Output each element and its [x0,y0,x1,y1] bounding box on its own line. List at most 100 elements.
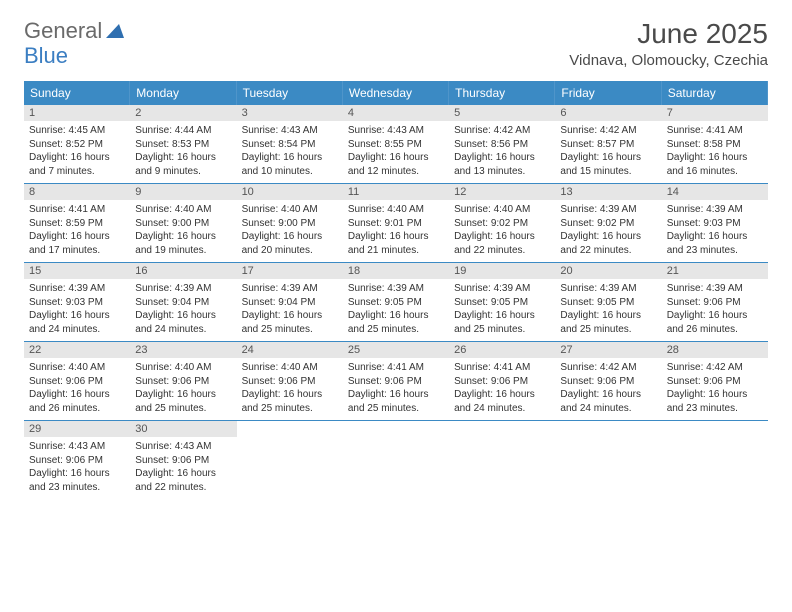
sunset-text: Sunset: 9:05 PM [454,296,550,310]
day-body: Sunrise: 4:43 AMSunset: 8:54 PMDaylight:… [237,121,343,183]
day-number: 21 [662,263,768,279]
day-cell [555,421,661,499]
day-cell: 22Sunrise: 4:40 AMSunset: 9:06 PMDayligh… [24,342,130,420]
day-body: Sunrise: 4:41 AMSunset: 9:06 PMDaylight:… [449,358,555,420]
sunset-text: Sunset: 9:06 PM [667,296,763,310]
sunset-text: Sunset: 9:06 PM [29,454,125,468]
day-number: 24 [237,342,343,358]
weeks-container: 1Sunrise: 4:45 AMSunset: 8:52 PMDaylight… [24,105,768,499]
day-cell: 15Sunrise: 4:39 AMSunset: 9:03 PMDayligh… [24,263,130,341]
sunrise-text: Sunrise: 4:42 AM [560,361,656,375]
day-number: 2 [130,105,236,121]
day-cell: 20Sunrise: 4:39 AMSunset: 9:05 PMDayligh… [555,263,661,341]
sunset-text: Sunset: 9:06 PM [667,375,763,389]
day-body: Sunrise: 4:39 AMSunset: 9:02 PMDaylight:… [555,200,661,262]
day-number: 13 [555,184,661,200]
day-cell: 23Sunrise: 4:40 AMSunset: 9:06 PMDayligh… [130,342,236,420]
day-body: Sunrise: 4:39 AMSunset: 9:03 PMDaylight:… [662,200,768,262]
day-number: 18 [343,263,449,279]
day-number: 1 [24,105,130,121]
day-cell: 7Sunrise: 4:41 AMSunset: 8:58 PMDaylight… [662,105,768,183]
sunrise-text: Sunrise: 4:39 AM [560,203,656,217]
day-body: Sunrise: 4:40 AMSunset: 9:06 PMDaylight:… [130,358,236,420]
day-number: 14 [662,184,768,200]
sunset-text: Sunset: 8:59 PM [29,217,125,231]
sunrise-text: Sunrise: 4:41 AM [454,361,550,375]
day-number: 19 [449,263,555,279]
sunrise-text: Sunrise: 4:42 AM [454,124,550,138]
daylight-text: Daylight: 16 hours and 20 minutes. [242,230,338,257]
daylight-text: Daylight: 16 hours and 25 minutes. [135,388,231,415]
day-body: Sunrise: 4:40 AMSunset: 9:00 PMDaylight:… [130,200,236,262]
sunset-text: Sunset: 9:04 PM [242,296,338,310]
day-number: 26 [449,342,555,358]
daylight-text: Daylight: 16 hours and 22 minutes. [454,230,550,257]
daylight-text: Daylight: 16 hours and 25 minutes. [560,309,656,336]
sunrise-text: Sunrise: 4:40 AM [348,203,444,217]
week-row: 1Sunrise: 4:45 AMSunset: 8:52 PMDaylight… [24,105,768,184]
day-body: Sunrise: 4:45 AMSunset: 8:52 PMDaylight:… [24,121,130,183]
daylight-text: Daylight: 16 hours and 9 minutes. [135,151,231,178]
sunset-text: Sunset: 8:56 PM [454,138,550,152]
day-number: 4 [343,105,449,121]
logo-text-2: Blue [24,43,768,69]
sunrise-text: Sunrise: 4:40 AM [242,361,338,375]
daylight-text: Daylight: 16 hours and 10 minutes. [242,151,338,178]
day-cell: 16Sunrise: 4:39 AMSunset: 9:04 PMDayligh… [130,263,236,341]
sunrise-text: Sunrise: 4:43 AM [29,440,125,454]
day-cell: 5Sunrise: 4:42 AMSunset: 8:56 PMDaylight… [449,105,555,183]
day-number: 30 [130,421,236,437]
sunset-text: Sunset: 8:58 PM [667,138,763,152]
sunrise-text: Sunrise: 4:39 AM [560,282,656,296]
day-number: 23 [130,342,236,358]
sunset-text: Sunset: 9:05 PM [560,296,656,310]
daylight-text: Daylight: 16 hours and 23 minutes. [667,230,763,257]
daylight-text: Daylight: 16 hours and 26 minutes. [667,309,763,336]
day-cell: 1Sunrise: 4:45 AMSunset: 8:52 PMDaylight… [24,105,130,183]
sunset-text: Sunset: 9:01 PM [348,217,444,231]
day-number: 3 [237,105,343,121]
sunrise-text: Sunrise: 4:40 AM [242,203,338,217]
sunrise-text: Sunrise: 4:39 AM [135,282,231,296]
day-cell: 19Sunrise: 4:39 AMSunset: 9:05 PMDayligh… [449,263,555,341]
sunset-text: Sunset: 9:06 PM [29,375,125,389]
day-number: 16 [130,263,236,279]
daylight-text: Daylight: 16 hours and 7 minutes. [29,151,125,178]
sunrise-text: Sunrise: 4:43 AM [242,124,338,138]
daylight-text: Daylight: 16 hours and 24 minutes. [135,309,231,336]
day-cell: 25Sunrise: 4:41 AMSunset: 9:06 PMDayligh… [343,342,449,420]
sunset-text: Sunset: 8:52 PM [29,138,125,152]
day-body: Sunrise: 4:41 AMSunset: 8:59 PMDaylight:… [24,200,130,262]
day-cell: 26Sunrise: 4:41 AMSunset: 9:06 PMDayligh… [449,342,555,420]
sunset-text: Sunset: 9:05 PM [348,296,444,310]
day-number: 6 [555,105,661,121]
day-cell [662,421,768,499]
day-number: 10 [237,184,343,200]
day-cell: 14Sunrise: 4:39 AMSunset: 9:03 PMDayligh… [662,184,768,262]
day-number: 22 [24,342,130,358]
day-body: Sunrise: 4:40 AMSunset: 9:06 PMDaylight:… [237,358,343,420]
sunset-text: Sunset: 9:03 PM [667,217,763,231]
day-cell: 4Sunrise: 4:43 AMSunset: 8:55 PMDaylight… [343,105,449,183]
day-body: Sunrise: 4:42 AMSunset: 8:56 PMDaylight:… [449,121,555,183]
dow-tuesday: Tuesday [237,81,343,105]
calendar-grid: Sunday Monday Tuesday Wednesday Thursday… [24,81,768,499]
day-cell: 18Sunrise: 4:39 AMSunset: 9:05 PMDayligh… [343,263,449,341]
day-cell: 30Sunrise: 4:43 AMSunset: 9:06 PMDayligh… [130,421,236,499]
day-cell [237,421,343,499]
day-number: 29 [24,421,130,437]
daylight-text: Daylight: 16 hours and 21 minutes. [348,230,444,257]
day-cell: 6Sunrise: 4:42 AMSunset: 8:57 PMDaylight… [555,105,661,183]
sunset-text: Sunset: 9:02 PM [454,217,550,231]
logo: General [24,18,126,44]
day-cell: 27Sunrise: 4:42 AMSunset: 9:06 PMDayligh… [555,342,661,420]
day-cell: 8Sunrise: 4:41 AMSunset: 8:59 PMDaylight… [24,184,130,262]
day-cell: 10Sunrise: 4:40 AMSunset: 9:00 PMDayligh… [237,184,343,262]
sunrise-text: Sunrise: 4:40 AM [135,203,231,217]
day-cell: 29Sunrise: 4:43 AMSunset: 9:06 PMDayligh… [24,421,130,499]
day-number: 27 [555,342,661,358]
day-body: Sunrise: 4:42 AMSunset: 9:06 PMDaylight:… [555,358,661,420]
sunset-text: Sunset: 9:06 PM [454,375,550,389]
day-cell: 3Sunrise: 4:43 AMSunset: 8:54 PMDaylight… [237,105,343,183]
dow-wednesday: Wednesday [343,81,449,105]
